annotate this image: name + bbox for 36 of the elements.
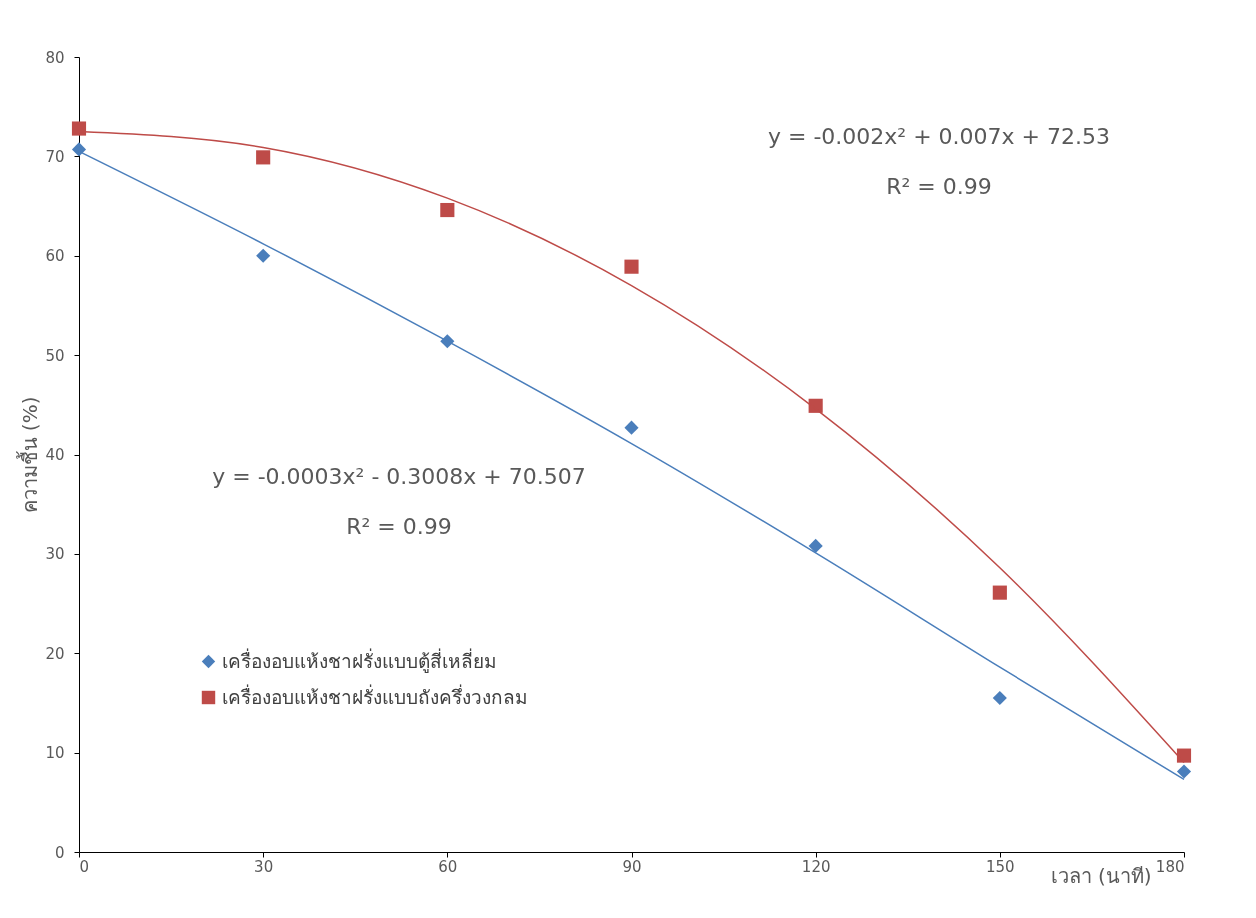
point [71,142,87,157]
x-tick-label: 60 [438,857,458,876]
annotation: y = -0.0003x² - 0.3008x + 70.507 [212,464,586,489]
y-tick-label: 20 [45,644,65,663]
x-tick-label: 0 [79,857,90,876]
y-tick-label: 10 [45,744,65,763]
x-tick-label: 150 [986,857,1015,876]
annotation: y = -0.002x² + 0.007x + 72.53 [767,124,1111,149]
point [808,538,823,553]
x-tick-label: 120 [801,857,831,876]
legend-label: เครื่องอบแห้งชาฝรั่งแบบตู้สี่เหลี่ยม [222,647,497,673]
point [624,259,639,274]
point [992,585,1007,600]
y-tick-label: 80 [45,48,65,67]
legend-label: เครื่องอบแห้งชาฝรั่งแบบถังครึ่งวงกลม [222,683,528,708]
point [624,420,639,435]
y-tick-label: 0 [54,843,65,862]
y-tick-label: 70 [45,147,65,166]
x-tick-label: 90 [622,857,642,876]
point [256,248,271,263]
point [440,202,455,218]
y-axis-title: ความชื้น (%) [16,396,43,514]
annotation: R² = 0.99 [346,514,452,539]
point [992,690,1007,706]
point [1176,764,1192,779]
point [71,121,87,136]
y-tick-label: 40 [45,446,65,464]
annotation: R² = 0.99 [886,174,992,199]
y-tick-label: 50 [45,346,65,365]
y-tick-label: 60 [45,247,65,266]
x-axis-title: เวลา (นาที) [1050,863,1152,888]
point [1176,748,1192,763]
point [256,150,271,165]
x-tick-label: 30 [254,857,274,876]
y-tick-label: 30 [45,545,65,564]
x-tick-label: 180 [1155,857,1185,876]
